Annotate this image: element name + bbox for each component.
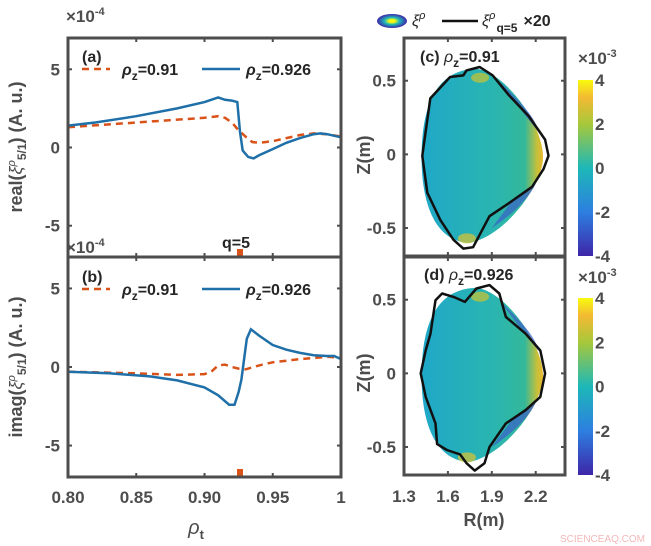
panel-a-label: (a) — [82, 49, 102, 66]
watermark: SCIENCEAQ.COM — [560, 534, 645, 545]
q5-boundary-line — [421, 65, 550, 250]
colorbar-tick-label: -2 — [595, 203, 610, 222]
y-tick-label: -0.5 — [367, 438, 396, 457]
panel-b-legend: ρz=0.91 ρz=0.926 — [82, 282, 311, 303]
x-tick-label: 1.3 — [392, 487, 416, 506]
positive-lobe — [457, 452, 476, 463]
panel-a-multiplier: ×10-4 — [66, 6, 106, 26]
solid-series-line — [67, 327, 342, 406]
x-tick-label: 1.6 — [436, 487, 460, 506]
panel-a-ylabel: real(ξρ5/1) (A. u.) — [6, 81, 29, 212]
colorbar — [578, 298, 593, 475]
x-tick-label: 2.2 — [524, 487, 548, 506]
q5-marker — [236, 469, 243, 477]
panel-c-title: (c) ρz=0.91 — [420, 49, 500, 70]
positive-lobe — [471, 72, 490, 83]
contour-legend-icon — [377, 14, 407, 28]
y-tick-label: 0.5 — [372, 291, 396, 310]
colorbar-tick-label: -4 — [595, 247, 611, 266]
panel-d-title: (d) ρz=0.926 — [424, 267, 514, 288]
mode-structure-contour — [421, 287, 544, 462]
q5-boundary-line — [419, 283, 547, 472]
axes-box — [402, 255, 567, 477]
svg-text:ρz=0.926: ρz=0.926 — [245, 282, 311, 303]
colorbar-tick-label: 2 — [595, 333, 604, 352]
positive-lobe — [471, 291, 490, 302]
x-tick-label: 0.95 — [256, 488, 289, 507]
q5-marker — [236, 249, 243, 257]
colorbar-tick-label: -4 — [595, 466, 611, 485]
x-tick-label: 0.80 — [51, 488, 84, 507]
colorbar-d-multiplier: ×10-3 — [578, 267, 617, 287]
colorbar-tick-label: -2 — [595, 422, 610, 441]
y-tick-label: -5 — [45, 437, 60, 456]
negative-lobe — [491, 183, 536, 229]
colorbar — [578, 80, 593, 256]
panel-b-label: (b) — [82, 269, 102, 286]
colorbar-tick-label: 2 — [595, 115, 604, 134]
panel-d-plot: 0.5 0 -0.5 1.3 1.6 1.9 2.2 4 2 0 -2 -4 — [367, 255, 611, 506]
panel-b-multiplier: ×10-4 — [66, 237, 106, 257]
y-tick-label: 0 — [51, 139, 60, 158]
colorbar-tick-label: 4 — [595, 289, 605, 308]
y-tick-label: 0.5 — [372, 72, 396, 91]
svg-text:ρz=0.91: ρz=0.91 — [121, 282, 178, 303]
x-tick-label: 1 — [336, 488, 345, 507]
svg-text:ξρ: ξρ — [412, 10, 425, 30]
y-tick-label: 0 — [387, 364, 396, 383]
right-legend: ξρ ξρq=5 ×20 — [377, 10, 551, 35]
panel-d-ylabel: Z(m) — [354, 354, 374, 393]
y-tick-label: 5 — [51, 60, 60, 79]
colorbar-tick-label: 0 — [595, 378, 604, 397]
panel-b-plot: 5 0 -5 0.80 0.85 0.90 0.95 1 — [45, 255, 346, 507]
panel-c-plot: 0.5 0 -0.5 4 2 0 -2 -4 — [367, 36, 611, 266]
x-tick-label: 0.85 — [120, 488, 153, 507]
y-tick-label: -0.5 — [367, 219, 396, 238]
y-tick-label: 5 — [51, 279, 60, 298]
q5-annotation: q=5 — [222, 235, 250, 252]
panel-a-legend: ρz=0.91 ρz=0.926 — [82, 62, 311, 83]
y-tick-label: 0 — [51, 358, 60, 377]
panel-b-ylabel: imag(ξρ5/1) (A. u.) — [6, 296, 29, 437]
solid-series-line — [67, 96, 342, 160]
x-tick-label: 0.90 — [188, 488, 221, 507]
panel-c-ylabel: Z(m) — [354, 136, 374, 175]
panel-d-xlabel: R(m) — [464, 510, 505, 530]
colorbar-tick-label: 4 — [595, 71, 605, 90]
svg-text:ξρq=5×20: ξρq=5 ×20 — [482, 10, 551, 35]
negative-lobe — [491, 402, 536, 448]
y-tick-label: -5 — [45, 217, 60, 236]
svg-text:ρz=0.926: ρz=0.926 — [245, 62, 311, 83]
colorbar-tick-label: 0 — [595, 159, 604, 178]
colorbar-c-multiplier: ×10-3 — [578, 48, 617, 68]
x-tick-label: 1.9 — [480, 487, 504, 506]
positive-lobe — [457, 233, 476, 244]
svg-text:ρz=0.91: ρz=0.91 — [121, 62, 178, 83]
y-tick-label: 0 — [387, 145, 396, 164]
panel-b-xlabel: ρt — [187, 517, 204, 542]
